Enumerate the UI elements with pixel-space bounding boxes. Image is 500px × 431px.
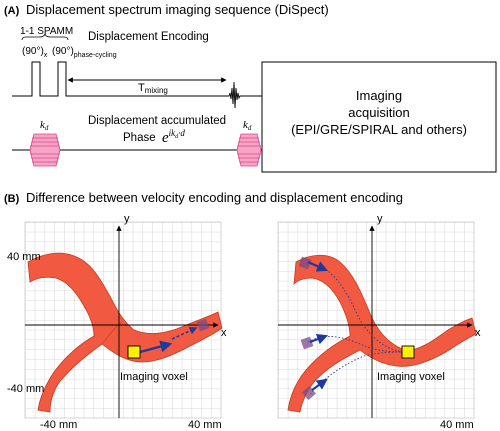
panel-b-label: (B) [4, 193, 20, 205]
imaging-voxel-right [401, 345, 415, 359]
rf-line [12, 61, 226, 97]
right-plot [277, 221, 477, 419]
excitation-pulse [226, 81, 262, 109]
panel-a-title: Displacement spectrum imaging sequence (… [26, 2, 329, 17]
velocity-arrow-main [139, 340, 173, 354]
left-voxel-label: Imaging voxel [120, 371, 188, 383]
panel-b-title: Difference between velocity encoding and… [26, 190, 403, 205]
left-y-axis-label: y [124, 213, 130, 225]
arrow-bottom [311, 378, 328, 391]
right-y-axis-label: y [377, 213, 383, 225]
kd-gradient-1 [29, 133, 61, 167]
phase-formula: eikd·d [162, 128, 185, 146]
left-y-top-label: 40 mm [7, 251, 41, 263]
tissue-block-middle [300, 336, 314, 350]
left-plot [24, 221, 223, 419]
panel-a-label: (A) [4, 5, 20, 17]
tissue-block-left [196, 318, 210, 332]
accumulated-label: Displacement accumulated [88, 115, 226, 127]
left-y-bottom-label: -40 mm [7, 383, 44, 395]
arrow-middle [309, 333, 329, 345]
kd-label-1: kd [40, 119, 49, 132]
acq-line-3: (EPI/GRE/SPIRAL and others) [291, 122, 467, 137]
acq-line-1: Imaging [356, 88, 402, 103]
velocity-arrow-small [171, 327, 198, 340]
encoding-label: Displacement Encoding [88, 31, 209, 43]
right-x-axis-label: x [475, 327, 481, 339]
left-x-axis-label: x [221, 327, 227, 339]
right-x-right-label: 40 mm [440, 419, 474, 431]
left-x-right-label: 40 mm [188, 419, 222, 431]
vessel-left [27, 252, 223, 413]
kd-gradient-2 [236, 133, 262, 167]
arrow-top [307, 260, 329, 272]
vessel-right [287, 254, 477, 413]
imaging-voxel-left [127, 345, 141, 359]
tmixing-label: Tmixing [138, 82, 168, 95]
left-x-left-label: -40 mm [40, 419, 77, 431]
pulse-2-label: (90°)phase-cycling [52, 46, 117, 59]
pulse-1-label: (90°)x [22, 46, 48, 59]
right-voxel-label: Imaging voxel [377, 371, 445, 383]
kd-label-2: kd [243, 119, 252, 132]
tissue-block-top [298, 256, 312, 270]
acq-line-2: acquisition [348, 105, 409, 120]
displacement-path-top [305, 263, 405, 353]
phase-label: Phase [123, 132, 156, 144]
spamm-brace [21, 32, 69, 41]
spamm-label: 1-1 SPAMM [20, 26, 73, 37]
acquisition-box [261, 61, 497, 173]
